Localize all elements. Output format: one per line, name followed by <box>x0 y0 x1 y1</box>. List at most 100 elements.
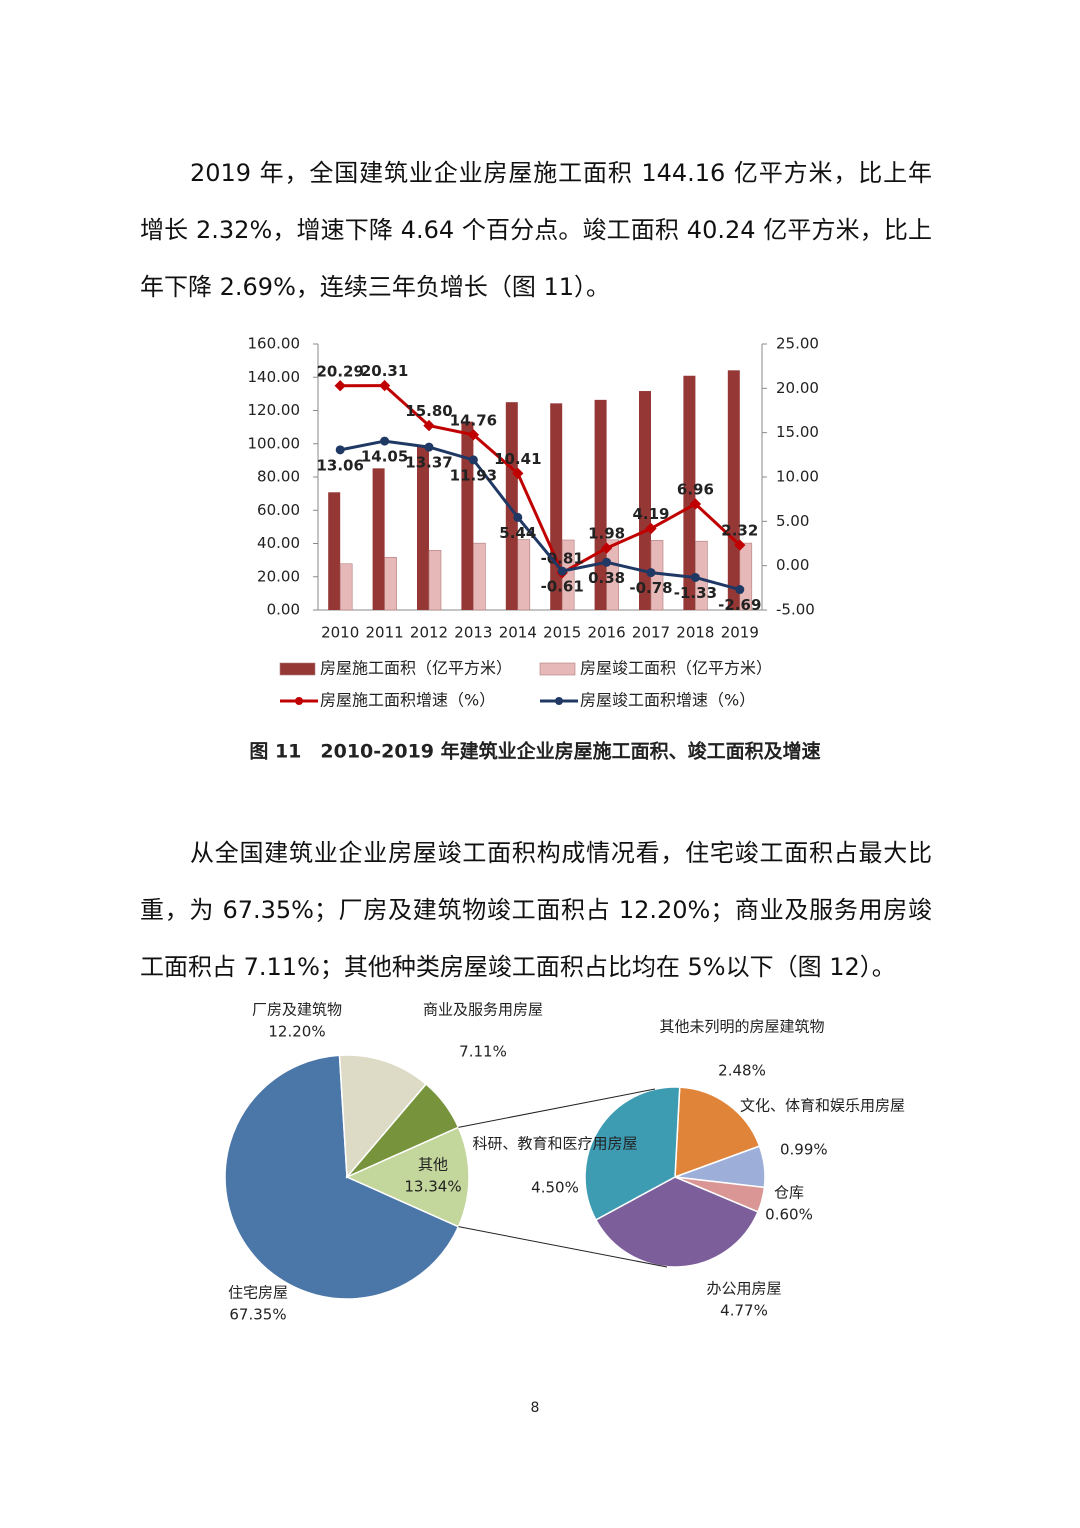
legend-swatch <box>279 662 316 676</box>
pie-value: 0.60% <box>765 1206 813 1224</box>
data-label: 5.44 <box>499 524 536 542</box>
legend-swatch <box>539 662 576 676</box>
y-tick-label: 0.00 <box>267 601 300 619</box>
x-tick-label: 2012 <box>410 624 448 642</box>
pie-value: 13.34% <box>404 1178 461 1196</box>
data-label: 10.41 <box>494 450 541 468</box>
bar <box>372 468 385 610</box>
marker <box>513 512 523 522</box>
bar <box>339 563 353 611</box>
y2-tick-label: 20.00 <box>776 379 819 397</box>
bar <box>727 370 740 610</box>
pie-label: 厂房及建筑物 <box>252 1001 342 1019</box>
bar <box>639 391 651 610</box>
y-tick-label: 140.00 <box>248 368 301 386</box>
pie-label: 办公用房屋 <box>706 1280 781 1298</box>
data-label: 13.37 <box>405 454 452 472</box>
bar <box>473 542 486 611</box>
legend-label: 房屋竣工面积增速（%） <box>580 691 755 710</box>
marker <box>602 557 612 567</box>
pie-value: 2.48% <box>718 1062 766 1080</box>
pie-value: 4.77% <box>720 1302 768 1320</box>
y-tick-label: 20.00 <box>257 567 300 585</box>
pie-slice <box>338 1054 428 1179</box>
page-number: 8 <box>531 1400 540 1416</box>
pie-label: 商业及服务用房屋 <box>423 1001 543 1019</box>
bar <box>739 542 753 611</box>
pie-label: 其他未列明的房屋建筑物 <box>659 1018 824 1036</box>
x-tick-label: 2017 <box>632 624 670 642</box>
bar <box>606 539 619 611</box>
marker <box>423 419 435 432</box>
data-label: 4.19 <box>632 505 669 523</box>
x-tick-label: 2010 <box>321 624 359 642</box>
y2-tick-label: 15.00 <box>776 423 819 441</box>
bar <box>461 421 474 610</box>
y2-tick-label: 5.00 <box>776 512 809 530</box>
data-label: 20.29 <box>316 362 363 380</box>
paragraph: 从全国建筑业企业房屋竣工面积构成情况看，住宅竣工面积占最大比重，为 67.35%… <box>140 839 932 981</box>
x-tick-label: 2016 <box>588 624 626 642</box>
x-tick-label: 2018 <box>676 624 714 642</box>
y2-tick-label: 0.00 <box>776 556 809 574</box>
line <box>340 384 741 575</box>
y-tick-label: 40.00 <box>257 534 300 552</box>
bar <box>683 375 696 610</box>
marker <box>334 380 346 392</box>
marker <box>380 436 390 446</box>
pie-label: 科研、教育和医疗用房屋 <box>472 1135 637 1153</box>
line <box>339 439 741 591</box>
pie-slice <box>594 1176 759 1268</box>
pie-label: 其他 <box>418 1156 448 1174</box>
connector <box>458 1088 656 1128</box>
pie-slice <box>224 1054 460 1300</box>
marker <box>690 572 700 582</box>
data-label: 1.98 <box>588 525 625 543</box>
pie-value: 7.11% <box>459 1043 507 1061</box>
data-label: 11.93 <box>450 466 497 484</box>
marker <box>557 566 567 576</box>
legend-swatch <box>295 697 303 705</box>
marker <box>735 585 745 595</box>
paragraph: 2019 年，全国建筑业企业房屋施工面积 144.16 亿平方米，比上年增长 2… <box>140 159 932 301</box>
x-tick-label: 2013 <box>454 624 492 642</box>
data-label: 6.96 <box>677 480 714 498</box>
marker <box>646 568 656 578</box>
data-label: 15.80 <box>405 402 452 420</box>
pie-value: 0.99% <box>780 1141 828 1159</box>
y2-tick-label: 25.00 <box>776 335 819 353</box>
data-label: 0.38 <box>588 569 625 587</box>
pie-label: 住宅房屋 <box>228 1284 288 1302</box>
data-label: -0.61 <box>541 578 584 596</box>
data-label: 20.31 <box>361 362 408 380</box>
pie-value: 4.50% <box>531 1179 579 1197</box>
marker <box>734 539 746 551</box>
bar <box>417 446 429 610</box>
y-tick-label: 100.00 <box>248 434 301 452</box>
y-tick-label: 60.00 <box>257 501 300 519</box>
data-label: -0.78 <box>629 579 672 597</box>
data-label: -0.81 <box>541 549 584 567</box>
x-tick-label: 2015 <box>543 624 581 642</box>
x-tick-label: 2011 <box>366 624 404 642</box>
pie-value: 67.35% <box>229 1306 286 1324</box>
y-tick-label: 120.00 <box>248 401 301 419</box>
connector <box>458 1226 668 1268</box>
bar <box>517 539 531 611</box>
legend-swatch <box>555 697 563 705</box>
x-tick-label: 2019 <box>721 624 759 642</box>
marker <box>689 498 702 510</box>
marker <box>467 429 480 441</box>
marker <box>378 379 391 392</box>
marker <box>468 455 478 465</box>
data-label: 14.05 <box>361 448 408 466</box>
marker <box>512 467 524 480</box>
marker <box>645 522 657 535</box>
data-label: 14.76 <box>450 411 497 429</box>
bar <box>505 402 518 610</box>
pie-slice <box>345 1126 470 1228</box>
marker <box>335 445 345 455</box>
pie-label: 仓库 <box>774 1184 804 1202</box>
